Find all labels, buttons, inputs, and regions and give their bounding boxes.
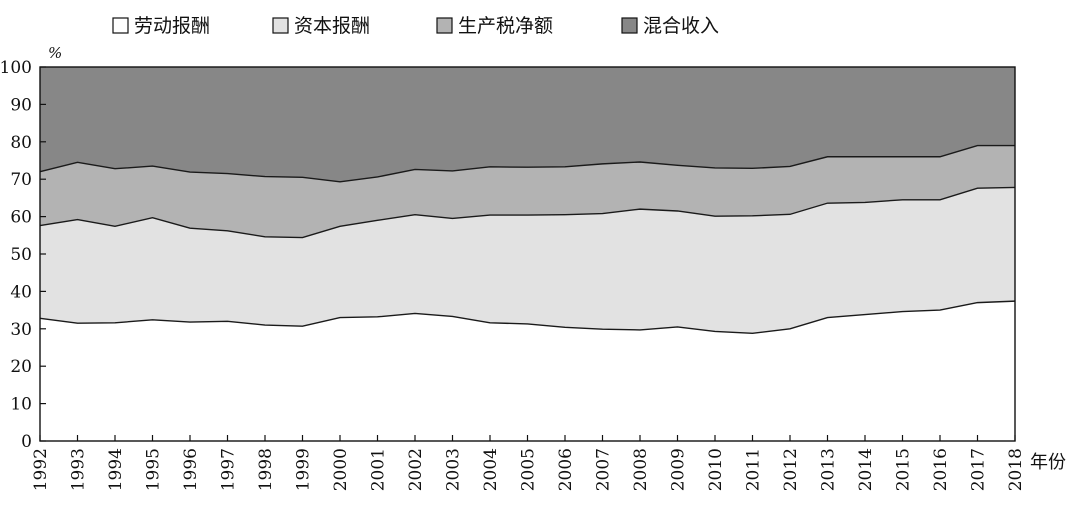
x-tick-label: 2016 — [931, 448, 951, 491]
y-tick-label: 80 — [10, 133, 32, 153]
y-tick-label: 20 — [10, 357, 32, 377]
y-tick-label: 40 — [10, 282, 32, 302]
legend-label: 混合收入 — [643, 15, 719, 37]
x-tick-label: 2006 — [556, 448, 576, 491]
legend-item: 混合收入 — [621, 15, 719, 37]
x-tick-label: 2009 — [669, 448, 689, 491]
legend-label: 生产税净额 — [458, 15, 553, 37]
y-axis-unit-label: % — [48, 44, 62, 62]
y-tick-label: 10 — [10, 395, 32, 415]
y-axis-ticks: 0 10 20 30 40 50 60 70 80 90 100 — [0, 58, 46, 452]
x-tick-label: 1994 — [106, 448, 126, 491]
x-tick-label: 1995 — [144, 448, 164, 491]
legend-item: 生产税净额 — [436, 15, 553, 37]
legend-swatch — [112, 17, 129, 34]
area-series-4 — [40, 67, 1015, 182]
area-layers — [39, 67, 1016, 441]
y-tick-label: 70 — [10, 170, 32, 190]
x-tick-label: 2015 — [894, 448, 914, 491]
legend-label: 资本报酬 — [294, 15, 370, 37]
legend-swatch — [272, 17, 289, 34]
area-series-1 — [40, 301, 1015, 441]
x-tick-label: 1992 — [31, 448, 51, 491]
x-tick-label: 2003 — [444, 448, 464, 491]
x-tick-label: 2004 — [481, 448, 501, 491]
x-tick-label: 2017 — [969, 448, 989, 491]
x-tick-label: 2007 — [594, 448, 614, 491]
x-tick-label: 1999 — [294, 448, 314, 491]
x-tick-label: 2011 — [744, 448, 764, 491]
legend-label: 劳动报酬 — [134, 15, 210, 37]
legend-swatch — [621, 17, 638, 34]
x-tick-label: 2002 — [406, 448, 426, 491]
x-tick-label: 2018 — [1006, 448, 1026, 491]
x-tick-label: 2012 — [781, 448, 801, 491]
y-tick-label: 90 — [10, 95, 32, 115]
area-series-2 — [40, 187, 1015, 334]
x-tick-label: 2005 — [519, 448, 539, 491]
x-tick-label: 2000 — [331, 448, 351, 491]
x-tick-label: 1997 — [219, 448, 239, 491]
legend-item: 劳动报酬 — [112, 15, 210, 37]
x-tick-label: 2013 — [819, 448, 839, 491]
y-tick-label: 0 — [21, 432, 32, 452]
x-tick-label: 1993 — [69, 448, 89, 491]
series-boundary-line-2 — [39, 186, 1016, 239]
y-tick-label: 50 — [10, 245, 32, 265]
x-axis-label: 年份 — [1030, 452, 1066, 473]
x-tick-label: 1998 — [256, 448, 276, 491]
x-tick-label: 2008 — [631, 448, 651, 491]
series-boundary-line-3 — [39, 144, 1015, 183]
series-boundary-line-1 — [39, 300, 1016, 334]
y-tick-label: 30 — [10, 320, 32, 340]
x-tick-label: 1996 — [181, 448, 201, 491]
y-tick-label: 100 — [0, 58, 32, 78]
x-axis-ticks: 1992 1993 1994 1995 1996 1997 1998 1999 2000 2001… — [31, 435, 1026, 491]
x-tick-label: 2014 — [856, 448, 876, 491]
legend-swatch — [436, 17, 453, 34]
x-tick-label: 2010 — [706, 448, 726, 491]
legend: 劳动报酬 资本报酬 生产税净额 混合收入 — [112, 15, 719, 37]
y-tick-label: 60 — [10, 208, 32, 228]
legend-item: 资本报酬 — [272, 15, 370, 37]
x-tick-label: 2001 — [369, 448, 389, 491]
